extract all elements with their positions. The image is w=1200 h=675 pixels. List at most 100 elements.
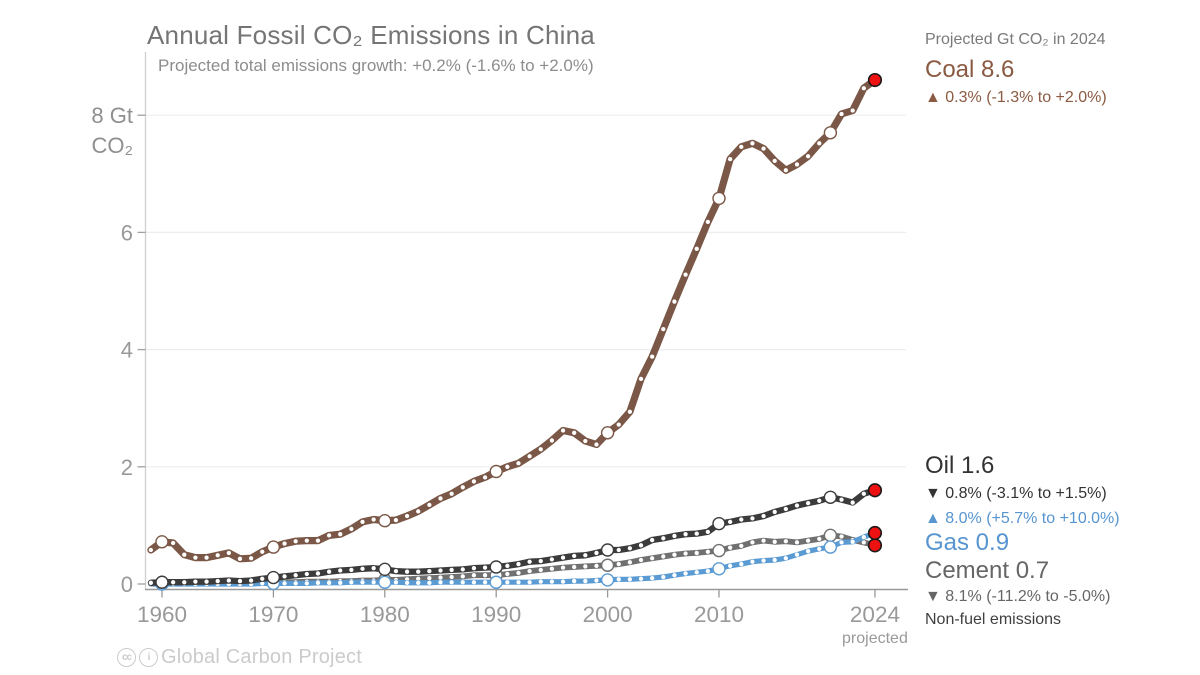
year-dot bbox=[727, 519, 733, 525]
year-dot bbox=[549, 566, 555, 571]
year-dot bbox=[805, 549, 811, 554]
series-line-coal bbox=[147, 76, 879, 563]
year-dot bbox=[650, 575, 655, 581]
x-tick-label: 1960 bbox=[137, 602, 187, 627]
year-dot bbox=[783, 539, 788, 544]
year-dot bbox=[182, 580, 187, 585]
y-tick-label: 0 bbox=[121, 572, 133, 597]
year-dot bbox=[861, 86, 866, 91]
year-dot bbox=[583, 564, 588, 569]
year-dot bbox=[282, 541, 287, 546]
year-dot bbox=[594, 550, 599, 556]
decade-marker-coal bbox=[600, 426, 615, 440]
year-dot bbox=[182, 552, 187, 557]
year-dot bbox=[549, 557, 555, 562]
year-dot bbox=[438, 568, 443, 573]
decade-marker-gas bbox=[712, 562, 726, 576]
year-dot bbox=[739, 144, 744, 149]
year-dot bbox=[761, 538, 766, 543]
decade-marker-gas bbox=[378, 575, 392, 589]
year-dot bbox=[349, 526, 354, 532]
year-dot bbox=[326, 569, 332, 574]
year-dot bbox=[404, 580, 410, 585]
year-dot bbox=[616, 561, 621, 567]
year-dot bbox=[783, 556, 788, 561]
year-dot bbox=[449, 491, 454, 496]
year-dot bbox=[694, 246, 699, 251]
year-dot bbox=[338, 568, 343, 573]
legend-oil-change: ▼ 0.8% (-3.1% to +1.5%) bbox=[925, 485, 1107, 502]
year-dot bbox=[861, 534, 866, 540]
year-dot bbox=[248, 556, 254, 561]
x-tick-label: 2000 bbox=[583, 602, 633, 627]
year-dot bbox=[304, 581, 309, 586]
year-dot bbox=[583, 578, 588, 584]
year-dot bbox=[594, 578, 599, 583]
year-dot bbox=[304, 538, 309, 543]
year-dot bbox=[248, 578, 254, 583]
year-dot bbox=[404, 513, 410, 519]
year-dot bbox=[393, 568, 399, 574]
legend-oil-value: Oil 1.6 bbox=[925, 452, 995, 479]
year-dot bbox=[516, 561, 521, 567]
year-dot bbox=[293, 581, 298, 586]
year-dot bbox=[226, 550, 231, 556]
year-dot bbox=[694, 550, 699, 556]
year-dot bbox=[616, 422, 621, 427]
year-dot bbox=[371, 580, 376, 585]
year-dot bbox=[527, 580, 532, 585]
decade-marker-coal bbox=[712, 191, 726, 206]
year-dot bbox=[627, 560, 633, 565]
year-dot bbox=[516, 461, 521, 466]
year-dot bbox=[538, 447, 543, 452]
year-dot bbox=[627, 409, 633, 414]
decade-marker-coal bbox=[489, 464, 503, 479]
year-dot bbox=[438, 575, 443, 580]
year-dot bbox=[672, 533, 677, 539]
year-dot bbox=[371, 517, 376, 522]
year-dot bbox=[393, 517, 399, 523]
year-dot bbox=[694, 531, 699, 536]
year-dot bbox=[482, 573, 488, 578]
decade-marker-oil bbox=[266, 570, 281, 585]
year-dot bbox=[516, 570, 521, 576]
decade-marker-gas bbox=[823, 540, 838, 554]
year-dot bbox=[360, 519, 365, 525]
year-dot bbox=[371, 566, 376, 571]
year-dot bbox=[404, 569, 410, 574]
projected-dot-cement bbox=[867, 538, 883, 553]
legend-cement-value: Cement 0.7 bbox=[925, 557, 1050, 584]
year-dot bbox=[260, 549, 265, 554]
year-dot bbox=[783, 168, 788, 173]
legend-coal-change: ▲ 0.3% (-1.3% to +2.0%) bbox=[925, 89, 1107, 106]
gridlines bbox=[146, 114, 906, 468]
year-dot bbox=[560, 565, 566, 570]
legend-cement-note: Non-fuel emissions bbox=[925, 611, 1062, 628]
year-dot bbox=[638, 557, 644, 563]
decade-marker-gas bbox=[489, 575, 503, 589]
year-dot bbox=[805, 500, 811, 506]
decade-marker-oil bbox=[155, 575, 169, 589]
year-dot bbox=[672, 573, 677, 578]
year-dot bbox=[482, 565, 488, 570]
year-dot bbox=[638, 576, 644, 581]
year-dot bbox=[727, 545, 733, 550]
year-dot bbox=[482, 475, 488, 480]
year-dot bbox=[750, 516, 755, 521]
legend-gas-change: ▲ 8.0% (+5.7% to +10.0%) bbox=[925, 510, 1120, 527]
year-dot bbox=[170, 580, 176, 585]
series-oil bbox=[147, 483, 883, 589]
year-dot bbox=[583, 438, 588, 444]
year-dot bbox=[505, 571, 510, 577]
year-dot bbox=[282, 574, 287, 579]
year-dot bbox=[772, 158, 777, 164]
decade-marker-coal bbox=[378, 514, 392, 528]
year-dot bbox=[527, 559, 532, 564]
year-dot bbox=[705, 529, 711, 534]
year-dot bbox=[237, 578, 243, 584]
legend-cement-change: ▼ 8.1% (-11.2% to -5.0%) bbox=[925, 588, 1111, 605]
year-dot bbox=[739, 543, 744, 549]
year-dot bbox=[817, 536, 822, 542]
legend-gas-value: Gas 0.9 bbox=[925, 529, 1010, 556]
